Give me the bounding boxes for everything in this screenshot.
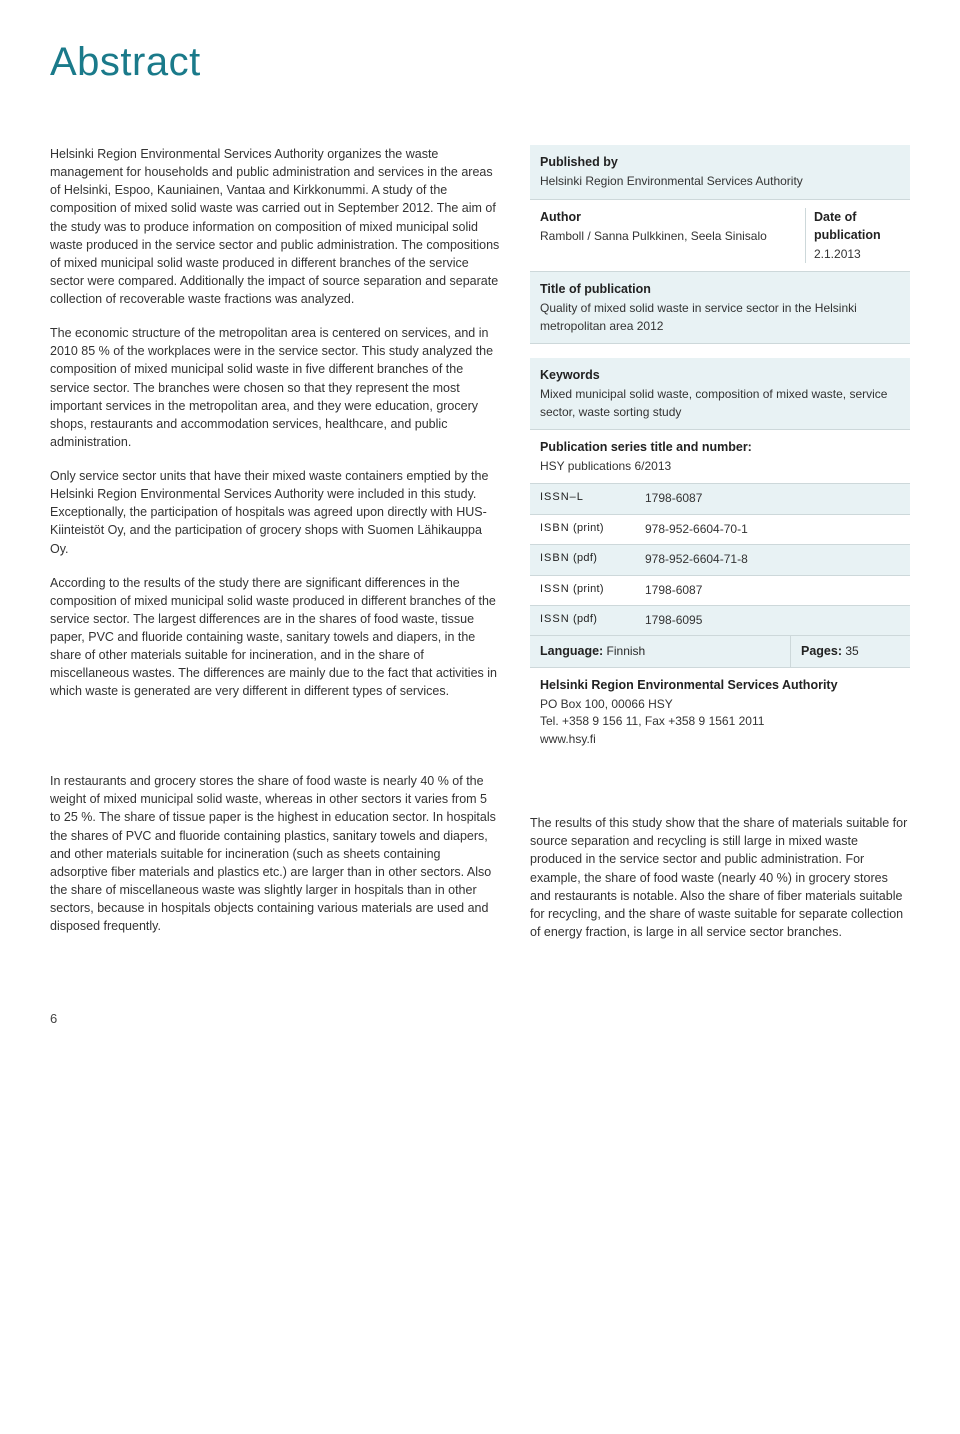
paragraph: The results of this study show that the … <box>530 814 910 941</box>
published-by-value: Helsinki Region Environmental Services A… <box>540 173 900 190</box>
isbn-print-row: ISBN (print) 978-952-6604-70-1 <box>530 515 910 545</box>
title-of-publication-row: Title of publication Quality of mixed so… <box>530 272 910 344</box>
paragraph: According to the results of the study th… <box>50 574 500 701</box>
published-by-label: Published by <box>540 153 900 171</box>
series-value: HSY publications 6/2013 <box>540 458 900 475</box>
page-title: Abstract <box>50 40 910 85</box>
issn-pdf-row: ISSN (pdf) 1798-6095 <box>530 606 910 636</box>
issn-print-row: ISSN (print) 1798-6087 <box>530 576 910 606</box>
issn-l-row: ISSN–L 1798-6087 <box>530 484 910 514</box>
isbn-print-label: ISBN (print) <box>540 521 645 538</box>
issn-pdf-label: ISSN (pdf) <box>540 612 645 629</box>
author-date-row: Author Ramboll / Sanna Pulkkinen, Seela … <box>530 200 910 273</box>
issn-l-label: ISSN–L <box>540 490 645 507</box>
author-label: Author <box>540 208 797 226</box>
page-number: 6 <box>50 1011 910 1026</box>
paragraph: In restaurants and grocery stores the sh… <box>50 772 500 935</box>
author-value: Ramboll / Sanna Pulkkinen, Seela Sinisal… <box>540 228 797 245</box>
content-columns: Helsinki Region Environmental Services A… <box>50 145 910 756</box>
language-pages-row: Language: Finnish Pages: 35 <box>530 636 910 667</box>
issn-print-value: 1798-6087 <box>645 582 900 599</box>
series-label: Publication series title and number: <box>540 438 900 456</box>
lower-columns: In restaurants and grocery stores the sh… <box>50 772 910 951</box>
isbn-print-value: 978-952-6604-70-1 <box>645 521 900 538</box>
metadata-sidebar: Published by Helsinki Region Environment… <box>530 145 910 756</box>
lower-right: The results of this study show that the … <box>530 772 910 951</box>
language-label: Language: <box>540 644 603 658</box>
issn-l-value: 1798-6087 <box>645 490 900 507</box>
isbn-pdf-label: ISBN (pdf) <box>540 551 645 568</box>
issn-pdf-value: 1798-6095 <box>645 612 900 629</box>
abstract-body: Helsinki Region Environmental Services A… <box>50 145 500 756</box>
title-of-publication-label: Title of publication <box>540 280 900 298</box>
paragraph: The economic structure of the metropolit… <box>50 324 500 451</box>
isbn-pdf-value: 978-952-6604-71-8 <box>645 551 900 568</box>
pages-label: Pages: <box>801 644 842 658</box>
series-row: Publication series title and number: HSY… <box>530 430 910 485</box>
authority-tel: Tel. +358 9 156 11, Fax +358 9 1561 2011 <box>540 713 900 730</box>
authority-name: Helsinki Region Environmental Services A… <box>540 676 900 694</box>
date-label: Date of publication <box>814 208 900 244</box>
authority-web: www.hsy.fi <box>540 731 900 748</box>
issn-print-label: ISSN (print) <box>540 582 645 599</box>
date-value: 2.1.2013 <box>814 246 900 263</box>
paragraph: Only service sector units that have thei… <box>50 467 500 558</box>
keywords-value: Mixed municipal solid waste, composition… <box>540 386 900 421</box>
lower-left: In restaurants and grocery stores the sh… <box>50 772 500 951</box>
pages-value: 35 <box>845 644 858 658</box>
authority-contact-row: Helsinki Region Environmental Services A… <box>530 668 910 756</box>
title-of-publication-value: Quality of mixed solid waste in service … <box>540 300 900 335</box>
authority-address: PO Box 100, 00066 HSY <box>540 696 900 713</box>
language-value: Finnish <box>607 644 646 658</box>
keywords-label: Keywords <box>540 366 900 384</box>
keywords-row: Keywords Mixed municipal solid waste, co… <box>530 358 910 430</box>
paragraph: Helsinki Region Environmental Services A… <box>50 145 500 308</box>
published-by-row: Published by Helsinki Region Environment… <box>530 145 910 200</box>
isbn-pdf-row: ISBN (pdf) 978-952-6604-71-8 <box>530 545 910 575</box>
